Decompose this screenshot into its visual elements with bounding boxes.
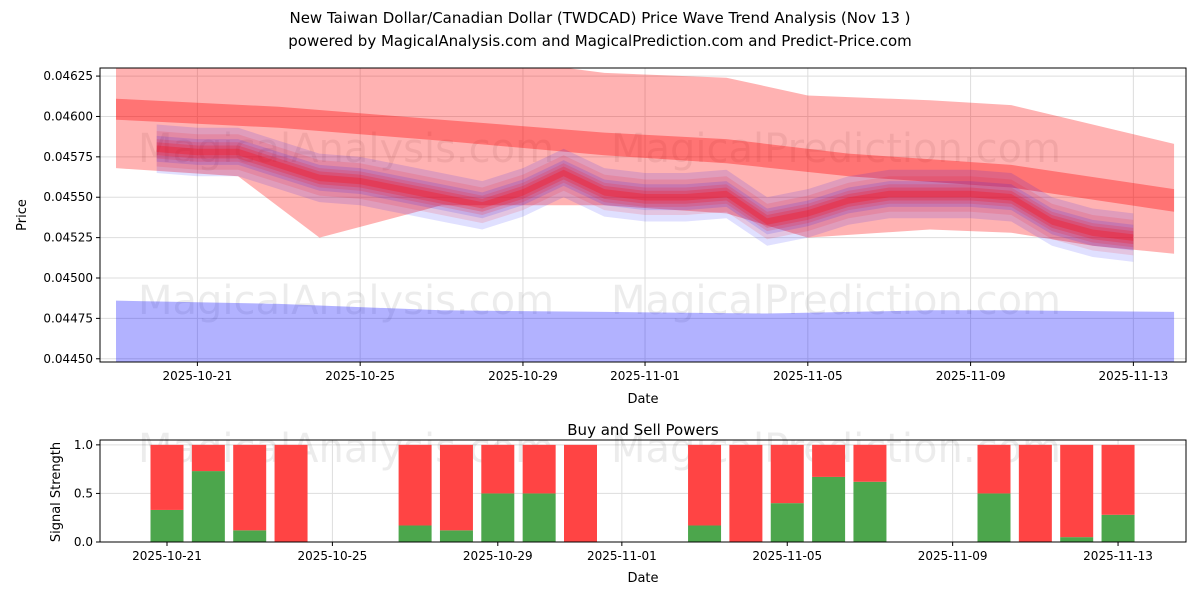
sell-bar	[191, 444, 225, 472]
sell-bar	[564, 444, 597, 542]
watermark: MagicalAnalysis.com	[138, 278, 554, 324]
buy-bar	[853, 481, 887, 542]
y-tick-label: 0.0	[74, 535, 93, 549]
x-tick-label: 2025-10-29	[488, 369, 558, 383]
chart-subtitle: powered by MagicalAnalysis.com and Magic…	[288, 32, 912, 50]
plot-area	[116, 68, 1175, 362]
plot-frame	[99, 439, 1187, 543]
x-tick-label: 2025-10-21	[132, 549, 202, 563]
buy-bar	[812, 476, 846, 542]
price-wave-band	[156, 131, 1134, 256]
sell-bar	[150, 444, 184, 510]
sell-bar	[233, 444, 267, 531]
x-tick-label: 2025-11-13	[1098, 369, 1168, 383]
x-tick-label: 2025-10-25	[325, 369, 395, 383]
sell-bar	[1060, 444, 1094, 538]
band-wide-red	[116, 68, 1175, 254]
sell-bar	[977, 444, 1011, 494]
buy-bar	[770, 503, 804, 542]
x-tick-label: 2025-11-01	[610, 369, 680, 383]
buy-bar	[233, 530, 267, 542]
watermark: MagicalPrediction.com	[611, 278, 1061, 324]
x-tick-label: 2025-10-29	[463, 549, 533, 563]
watermark: MagicalPrediction.com	[611, 126, 1061, 172]
price-wave-band	[156, 142, 1134, 245]
buy-bar	[481, 493, 515, 542]
y-tick-label: 0.04450	[43, 352, 93, 366]
x-tick-label: 2025-11-05	[752, 549, 822, 563]
sell-bar	[439, 444, 473, 531]
band-trend-red	[116, 98, 1175, 212]
sell-bar	[398, 444, 432, 526]
buy-bar	[688, 525, 722, 542]
band-low-blue	[116, 300, 1175, 362]
buy-bar	[1060, 537, 1094, 542]
y-tick-label: 0.5	[74, 486, 93, 500]
x-tick-label: 2025-10-21	[163, 369, 233, 383]
price-wave-band	[156, 135, 1134, 251]
y-tick-label: 0.04600	[43, 109, 93, 123]
y-axis-label: Signal Strength	[49, 442, 64, 542]
y-tick-label: 0.04475	[43, 311, 93, 325]
y-tick-label: 0.04525	[43, 231, 93, 245]
buy-bar	[977, 493, 1011, 542]
buy-bar	[439, 530, 473, 542]
buy-bar	[1101, 514, 1135, 542]
x-tick-label: 2025-10-25	[298, 549, 368, 563]
buy-bar	[398, 525, 432, 542]
y-axis-label: Price	[15, 199, 30, 231]
sell-bar	[729, 444, 763, 542]
y-tick-label: 1.0	[74, 438, 93, 452]
x-tick-label: 2025-11-09	[918, 549, 988, 563]
sell-bar	[1018, 444, 1052, 542]
bottom-chart-title: Buy and Sell Powers	[567, 421, 719, 439]
sell-bar	[853, 444, 887, 482]
sell-bar	[812, 444, 846, 477]
sell-bar	[770, 444, 804, 504]
price-wave-band	[156, 139, 1134, 248]
x-tick-label: 2025-11-09	[936, 369, 1006, 383]
x-axis-label: Date	[627, 571, 658, 586]
x-tick-label: 2025-11-13	[1083, 549, 1153, 563]
buy-bar	[150, 509, 184, 542]
y-tick-label: 0.04500	[43, 271, 93, 285]
x-tick-label: 2025-11-01	[587, 549, 657, 563]
sell-bar	[522, 444, 556, 494]
plot-frame	[99, 67, 1187, 363]
y-tick-label: 0.04625	[43, 69, 93, 83]
y-tick-label: 0.04575	[43, 150, 93, 164]
sell-bar	[1101, 444, 1135, 515]
sell-bar	[688, 444, 722, 526]
x-tick-label: 2025-11-05	[773, 369, 843, 383]
chart-title: New Taiwan Dollar/Canadian Dollar (TWDCA…	[289, 9, 911, 27]
x-axis-label: Date	[627, 392, 658, 407]
price-wave-band	[156, 124, 1134, 262]
y-tick-label: 0.04550	[43, 190, 93, 204]
price-wave-band	[156, 145, 1134, 241]
buy-bar	[522, 493, 556, 542]
sell-bar	[481, 444, 515, 494]
watermark: MagicalAnalysis.com	[138, 126, 554, 172]
sell-bar	[274, 444, 308, 542]
buy-bar	[191, 471, 225, 542]
